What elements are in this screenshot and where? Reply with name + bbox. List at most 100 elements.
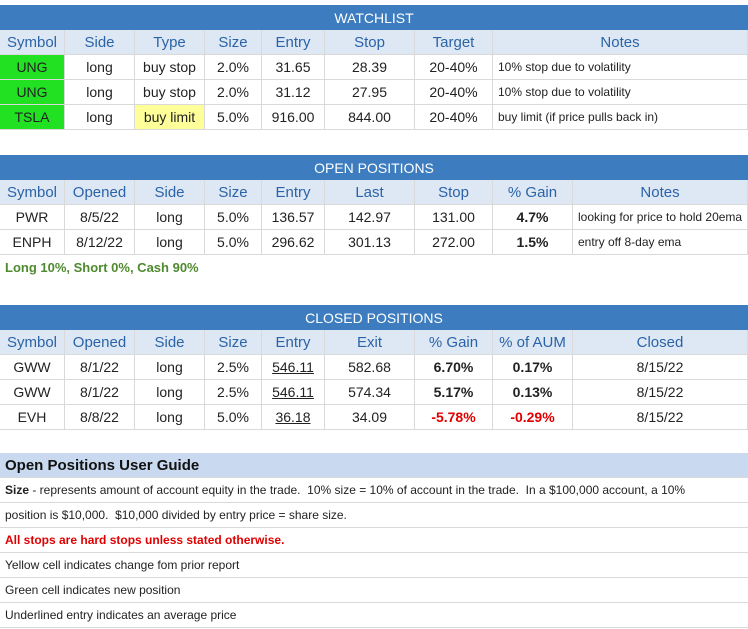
table-cell: 20-40% <box>415 105 493 130</box>
table-cell: ENPH <box>0 230 65 255</box>
table-cell: GWW <box>0 380 65 405</box>
table-cell: TSLA <box>0 105 65 130</box>
column-header: % of AUM <box>493 330 573 355</box>
column-header: Entry <box>262 330 325 355</box>
table-cell: GWW <box>0 355 65 380</box>
table-cell: UNG <box>0 55 65 80</box>
table-cell: 546.11 <box>262 355 325 380</box>
column-header: Side <box>135 330 205 355</box>
table-cell: EVH <box>0 405 65 430</box>
column-header: % Gain <box>415 330 493 355</box>
guide-line: Underlined entry indicates an average pr… <box>0 603 748 628</box>
table-cell: 2.5% <box>205 380 262 405</box>
section-title: WATCHLIST <box>0 5 748 30</box>
table-cell: 5.0% <box>205 230 262 255</box>
column-header: Size <box>205 180 262 205</box>
table-cell: -0.29% <box>493 405 573 430</box>
table-cell: long <box>135 205 205 230</box>
table-cell: buy limit <box>135 105 205 130</box>
guide-text: position is $10,000. $10,000 divided by … <box>5 508 347 522</box>
table-cell: 36.18 <box>262 405 325 430</box>
column-header: Exit <box>325 330 415 355</box>
table-cell: 31.65 <box>262 55 325 80</box>
column-header: % Gain <box>493 180 573 205</box>
table-cell: entry off 8-day ema <box>573 230 748 255</box>
guide-line: position is $10,000. $10,000 divided by … <box>0 503 748 528</box>
table-cell: 34.09 <box>325 405 415 430</box>
table-cell: 10% stop due to volatility <box>493 80 748 105</box>
column-header: Size <box>205 30 262 55</box>
table-cell: 8/5/22 <box>65 205 135 230</box>
table-cell: PWR <box>0 205 65 230</box>
guide-line: Size - represents amount of account equi… <box>0 478 748 503</box>
table-cell: 2.0% <box>205 55 262 80</box>
table-cell: 131.00 <box>415 205 493 230</box>
table-cell: long <box>135 405 205 430</box>
table-cell: buy limit (if price pulls back in) <box>493 105 748 130</box>
table-cell: long <box>135 355 205 380</box>
column-header: Stop <box>415 180 493 205</box>
table-cell: 27.95 <box>325 80 415 105</box>
guide-text: - represents amount of account equity in… <box>29 483 686 497</box>
table-cell: 20-40% <box>415 55 493 80</box>
guide-text: Green cell indicates new position <box>5 583 181 597</box>
table-cell: 8/15/22 <box>573 355 748 380</box>
table-cell: 5.0% <box>205 405 262 430</box>
column-header: Symbol <box>0 330 65 355</box>
table-cell: 582.68 <box>325 355 415 380</box>
guide-label: Size <box>5 483 30 497</box>
table-cell: 8/12/22 <box>65 230 135 255</box>
table-cell: 8/8/22 <box>65 405 135 430</box>
column-header: Size <box>205 330 262 355</box>
column-header: Stop <box>325 30 415 55</box>
column-header: Target <box>415 30 493 55</box>
guide-line: Yellow cell indicates change fom prior r… <box>0 553 748 578</box>
table-cell: long <box>65 105 135 130</box>
table-cell: -5.78% <box>415 405 493 430</box>
table-cell: 31.12 <box>262 80 325 105</box>
table-cell: UNG <box>0 80 65 105</box>
summary: Long 10%, Short 0%, Cash 90% <box>5 260 199 275</box>
table-cell: 28.39 <box>325 55 415 80</box>
column-header: Side <box>135 180 205 205</box>
table-cell: 5.0% <box>205 105 262 130</box>
table-cell: long <box>65 55 135 80</box>
table-cell: 0.17% <box>493 355 573 380</box>
table-cell: long <box>135 380 205 405</box>
column-header: Side <box>65 30 135 55</box>
column-header: Notes <box>493 30 748 55</box>
column-header: Opened <box>65 180 135 205</box>
table-cell: 296.62 <box>262 230 325 255</box>
column-header: Entry <box>262 180 325 205</box>
column-header: Last <box>325 180 415 205</box>
table-cell: 916.00 <box>262 105 325 130</box>
table-cell: 574.34 <box>325 380 415 405</box>
table-cell: looking for price to hold 20ema <box>573 205 748 230</box>
column-header: Opened <box>65 330 135 355</box>
table-cell: 1.5% <box>493 230 573 255</box>
guide-title: Open Positions User Guide <box>0 453 748 478</box>
table-cell: long <box>135 230 205 255</box>
table-cell: 5.17% <box>415 380 493 405</box>
guide-line: All stops are hard stops unless stated o… <box>0 528 748 553</box>
guide-line: Green cell indicates new position <box>0 578 748 603</box>
table-cell: 20-40% <box>415 80 493 105</box>
column-header: Notes <box>573 180 748 205</box>
table-cell: 0.13% <box>493 380 573 405</box>
section-title: OPEN POSITIONS <box>0 155 748 180</box>
column-header: Closed <box>573 330 748 355</box>
guide-text: Underlined entry indicates an average pr… <box>5 608 237 622</box>
column-header: Symbol <box>0 30 65 55</box>
table-cell: 8/1/22 <box>65 355 135 380</box>
table-cell: 6.70% <box>415 355 493 380</box>
table-cell: buy stop <box>135 55 205 80</box>
table-cell: 8/1/22 <box>65 380 135 405</box>
table-cell: 301.13 <box>325 230 415 255</box>
table-cell: 2.0% <box>205 80 262 105</box>
table-cell: 844.00 <box>325 105 415 130</box>
table-cell: 272.00 <box>415 230 493 255</box>
table-cell: 10% stop due to volatility <box>493 55 748 80</box>
table-cell: 8/15/22 <box>573 380 748 405</box>
table-cell: 142.97 <box>325 205 415 230</box>
